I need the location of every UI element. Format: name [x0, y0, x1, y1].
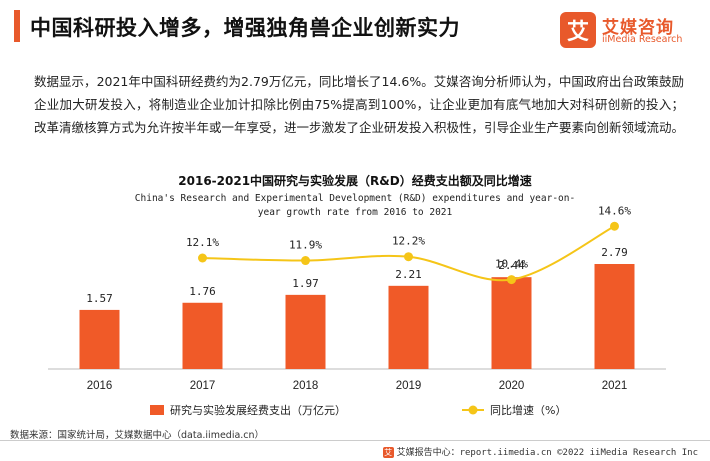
growth-label-2019: 12.2% — [392, 235, 425, 248]
legend-line-label: 同比增速（%） — [490, 403, 566, 417]
bar-label-2020: 2.44 — [498, 259, 525, 272]
x-tick-label-2019: 2019 — [396, 380, 422, 392]
growth-point-2019 — [404, 252, 413, 262]
growth-label-2021: 14.6% — [598, 204, 631, 217]
bar-2020 — [491, 277, 532, 369]
brand-logo-icon: 艾 — [560, 12, 596, 48]
page-title: 中国科研投入增多，增强独角兽企业创新实力 — [30, 16, 460, 40]
x-tick-label-2018: 2018 — [293, 380, 319, 392]
growth-point-2020 — [507, 275, 516, 285]
bar-label-2018: 1.97 — [292, 277, 319, 290]
legend-bar-swatch — [150, 405, 164, 415]
brand-name: 艾媒咨询 — [602, 18, 674, 38]
legend-line-marker — [468, 405, 478, 415]
bar-label-2017: 1.76 — [189, 285, 216, 298]
bar-2016 — [79, 309, 120, 369]
brand-subname: iiMedia Research — [602, 34, 683, 45]
bar-2018 — [285, 294, 326, 369]
footer-divider — [0, 440, 710, 441]
x-tick-label-2016: 2016 — [87, 380, 113, 392]
growth-point-2018 — [301, 256, 310, 266]
growth-label-2017: 12.1% — [186, 236, 219, 249]
chart-subtitle: China's Research and Experimental Develo… — [134, 193, 576, 218]
footer-logo-icon: 艾 — [382, 447, 394, 458]
bar-2019 — [388, 285, 429, 369]
x-tick-label-2017: 2017 — [190, 380, 216, 392]
bar-2017 — [182, 302, 223, 369]
brand-logo: 艾 艾媒咨询 iiMedia Research — [560, 12, 700, 50]
legend-bar-label: 研究与实验发展经费支出（万亿元） — [170, 403, 346, 417]
x-tick-label-2020: 2020 — [499, 380, 525, 392]
data-source: 数据来源：国家统计局，艾媒数据中心（data.iimedia.cn） — [10, 430, 265, 441]
footer-credit: 艾艾媒报告中心：report.iimedia.cn ©2022 iiMedia … — [382, 445, 698, 458]
growth-label-2018: 11.9% — [289, 239, 322, 252]
bar-2021 — [594, 264, 635, 369]
growth-point-2017 — [198, 253, 207, 263]
intro-paragraph: 数据显示，2021年中国科研经费约为2.79万亿元，同比增长了14.6%。艾媒咨… — [34, 74, 685, 135]
growth-label-2020: 10.4% — [495, 258, 528, 271]
title-accent-bar — [14, 10, 20, 42]
bar-label-2021: 2.79 — [601, 246, 628, 259]
bar-label-2016: 1.57 — [86, 292, 113, 305]
growth-point-2021 — [610, 221, 619, 231]
bar-label-2019: 2.21 — [395, 268, 422, 281]
footer-credit-text: 艾媒报告中心：report.iimedia.cn ©2022 iiMedia R… — [396, 448, 698, 458]
chart-title: 2016-2021中国研究与实验发展（R&D）经费支出额及同比增速 — [178, 174, 532, 188]
x-tick-label-2021: 2021 — [602, 380, 628, 392]
